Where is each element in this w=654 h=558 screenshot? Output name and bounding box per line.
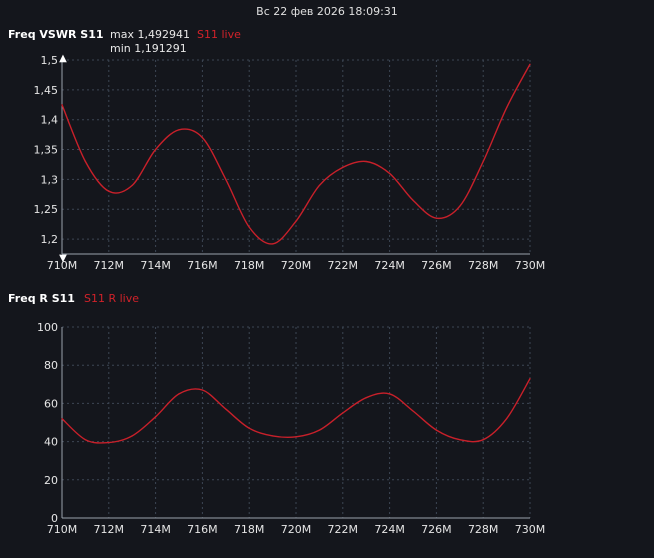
data-point <box>529 377 531 380</box>
y-tick-label: 1,25 <box>34 203 59 216</box>
x-tick-label: 712M <box>94 523 125 536</box>
x-tick-label: 730M <box>515 259 546 272</box>
data-point <box>178 393 180 395</box>
data-point <box>131 184 133 186</box>
data-point <box>342 166 344 169</box>
vswr-chart[interactable]: 710M 712M 714M 716M 718M 720M 722M 724M 726M 728M… <box>34 54 546 272</box>
data-point <box>84 160 86 163</box>
x-tick-label: 728M <box>468 523 499 536</box>
x-tick-label: 724M <box>374 259 405 272</box>
data-point <box>108 190 110 192</box>
data-point <box>201 137 203 139</box>
x-tick-label: 710M <box>47 259 78 272</box>
data-point <box>506 418 508 420</box>
data-point <box>248 226 250 228</box>
data-point <box>459 205 461 207</box>
x-tick-label: 726M <box>421 523 452 536</box>
x-tick-label: 722M <box>328 523 359 536</box>
data-point <box>459 439 461 441</box>
data-point <box>482 439 484 441</box>
x-tick-label: 712M <box>94 259 125 272</box>
y-tick-label: 1,4 <box>41 114 59 127</box>
data-point <box>506 107 508 109</box>
data-point <box>365 160 367 163</box>
y-tick-label: 1,5 <box>41 54 59 67</box>
vswr-live-label: S11 live <box>197 28 241 41</box>
data-point <box>435 217 437 219</box>
x-tick-label: 710M <box>47 523 78 536</box>
data-point <box>365 397 367 399</box>
vswr-max-readout: max 1,492941 <box>110 28 190 41</box>
data-point <box>342 412 344 414</box>
data-point <box>131 435 133 437</box>
x-tick-label: 722M <box>328 259 359 272</box>
x-tick-label: 726M <box>421 259 452 272</box>
y-tick-label: 60 <box>44 397 58 410</box>
x-tick-label: 720M <box>281 523 312 536</box>
r-chart[interactable]: 710M 712M 714M 716M 718M 720M 722M 724M 726M 728M… <box>37 321 545 536</box>
y-tick-label: 1,3 <box>41 173 59 186</box>
timestamp: Вс 22 фев 2026 18:09:31 <box>256 5 398 18</box>
y-tick-label: 100 <box>37 321 58 334</box>
data-point <box>178 129 180 131</box>
data-point <box>318 184 320 186</box>
x-tick-label: 714M <box>140 523 171 536</box>
r-live-label: S11 R live <box>84 292 140 305</box>
y-tick-label: 20 <box>44 474 58 487</box>
y-tick-label: 1,45 <box>34 84 59 97</box>
data-point <box>412 410 414 412</box>
data-point <box>225 178 227 180</box>
data-point <box>435 429 437 431</box>
data-point <box>155 416 157 418</box>
x-tick-label: 724M <box>374 523 405 536</box>
data-point <box>389 393 391 395</box>
x-tick-label: 720M <box>281 259 312 272</box>
x-tick-label: 716M <box>187 259 218 272</box>
vswr-panel-title: Freq VSWR S11 <box>8 28 104 41</box>
y-tick-label: 1,35 <box>34 144 59 157</box>
x-tick-label: 730M <box>515 523 546 536</box>
x-tick-label: 716M <box>187 523 218 536</box>
data-point <box>108 441 110 444</box>
data-point <box>295 436 297 438</box>
y-tick-label: 40 <box>44 436 58 449</box>
data-point <box>155 148 157 151</box>
scale-up-marker[interactable]: ▲ <box>59 53 67 64</box>
data-point <box>84 439 86 441</box>
y-tick-label: 0 <box>51 512 58 525</box>
data-point <box>529 63 531 65</box>
x-tick-label: 718M <box>234 523 265 536</box>
data-point <box>225 408 227 410</box>
y-tick-label: 80 <box>44 359 58 372</box>
data-point <box>412 199 414 201</box>
data-point <box>318 429 320 431</box>
x-tick-label: 718M <box>234 259 265 272</box>
data-point <box>61 104 63 106</box>
data-point <box>248 427 250 429</box>
r-panel-title: Freq R S11 <box>8 292 75 305</box>
data-point <box>272 243 274 245</box>
data-point <box>482 160 484 163</box>
data-point <box>201 389 203 391</box>
data-point <box>61 418 63 420</box>
vswr-min-readout: min 1,191291 <box>110 42 187 55</box>
x-tick-label: 728M <box>468 259 499 272</box>
x-tick-label: 714M <box>140 259 171 272</box>
scale-down-marker[interactable]: ▼ <box>59 253 67 264</box>
data-point <box>389 172 391 175</box>
y-tick-label: 1,2 <box>41 233 59 246</box>
data-point <box>295 220 297 222</box>
data-point <box>272 435 274 437</box>
